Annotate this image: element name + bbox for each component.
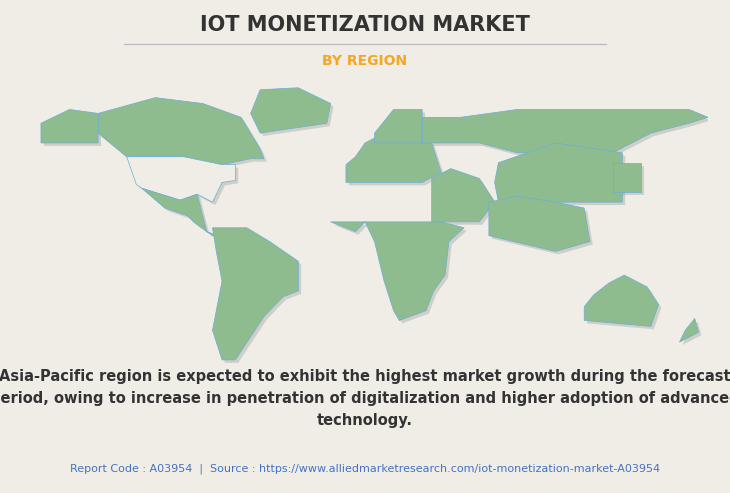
Polygon shape	[331, 222, 464, 320]
Polygon shape	[584, 275, 658, 326]
Polygon shape	[612, 163, 642, 192]
Polygon shape	[489, 196, 590, 251]
Polygon shape	[130, 160, 238, 205]
Polygon shape	[127, 157, 235, 202]
Polygon shape	[212, 228, 299, 360]
Polygon shape	[425, 112, 711, 156]
Polygon shape	[215, 231, 301, 363]
Text: BY REGION: BY REGION	[323, 54, 407, 69]
Polygon shape	[253, 91, 334, 136]
Polygon shape	[98, 98, 264, 165]
Polygon shape	[346, 123, 441, 182]
Polygon shape	[374, 109, 422, 143]
Polygon shape	[431, 169, 495, 222]
Polygon shape	[587, 278, 661, 329]
Polygon shape	[615, 166, 645, 195]
Polygon shape	[101, 101, 267, 168]
Polygon shape	[495, 143, 622, 202]
Polygon shape	[377, 112, 425, 146]
Polygon shape	[145, 191, 221, 239]
Text: Report Code : A03954  |  Source : https://www.alliedmarketresearch.com/iot-monet: Report Code : A03954 | Source : https://…	[70, 463, 660, 474]
Polygon shape	[349, 126, 444, 185]
Polygon shape	[142, 188, 218, 236]
Polygon shape	[44, 112, 101, 146]
Polygon shape	[680, 318, 699, 342]
Polygon shape	[683, 321, 702, 345]
Polygon shape	[497, 146, 625, 205]
Text: IOT MONETIZATION MARKET: IOT MONETIZATION MARKET	[200, 15, 530, 35]
Polygon shape	[250, 88, 331, 133]
Polygon shape	[334, 225, 467, 323]
Polygon shape	[41, 109, 98, 143]
Text: Asia-Pacific region is expected to exhibit the highest market growth during the : Asia-Pacific region is expected to exhib…	[0, 369, 730, 428]
Polygon shape	[422, 109, 708, 153]
Polygon shape	[434, 172, 497, 225]
Polygon shape	[492, 199, 593, 254]
